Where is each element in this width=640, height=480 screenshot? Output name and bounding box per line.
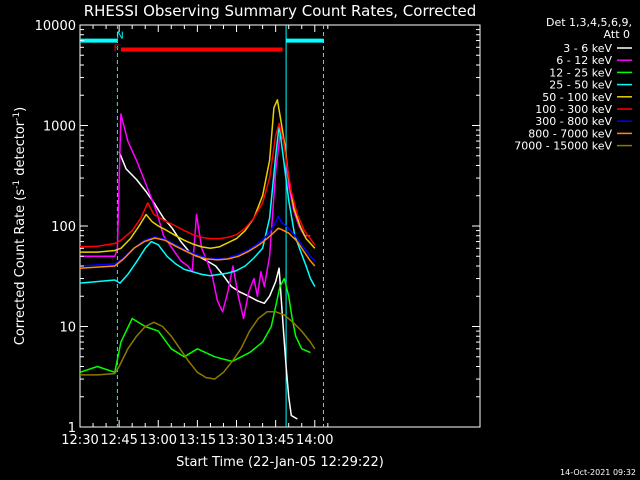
legend-label-3: 25 - 50 keV bbox=[549, 79, 612, 92]
legend-label-4: 50 - 100 keV bbox=[542, 91, 612, 104]
series-line-1 bbox=[80, 113, 311, 320]
legend-header-2: Att 0 bbox=[604, 28, 630, 41]
legend-label-8: 7000 - 15000 keV bbox=[514, 140, 612, 153]
x-tick-label-18: 14:00 bbox=[296, 433, 333, 448]
legend-label-6: 300 - 800 keV bbox=[535, 115, 612, 128]
legend-label-1: 6 - 12 keV bbox=[556, 54, 612, 67]
x-tick-label-12: 13:30 bbox=[218, 433, 255, 448]
x-tick-label-0: 12:30 bbox=[61, 433, 98, 448]
y-tick-label-0: 1 bbox=[68, 421, 76, 436]
status-flags: FN bbox=[114, 31, 124, 55]
legend-header-1: Det 1,3,4,5,6,9, bbox=[546, 16, 632, 29]
x-axis: 12:30 12:45 13:00 13:15 13:30 13:45 14:00 bbox=[61, 25, 334, 448]
legend-label-5: 100 - 300 keV bbox=[535, 103, 612, 116]
chart-title: RHESSI Observing Summary Count Rates, Co… bbox=[84, 2, 477, 20]
flag-N: N bbox=[116, 31, 123, 42]
status-bars bbox=[80, 38, 324, 52]
series-line-8 bbox=[80, 311, 316, 380]
y-tick-label-1: 10 bbox=[59, 321, 76, 336]
x-axis-label: Start Time (22-Jan-05 12:29:22) bbox=[176, 455, 384, 470]
legend-label-2: 12 - 25 keV bbox=[549, 66, 612, 79]
series-line-0 bbox=[118, 151, 298, 420]
series-line-5 bbox=[79, 122, 316, 248]
series-line-6 bbox=[79, 215, 316, 267]
series-line-3 bbox=[79, 124, 316, 287]
flag-F: F bbox=[114, 43, 120, 54]
footer-date: 14-Oct-2021 09:32 bbox=[560, 468, 636, 477]
y-tick-label-3: 1000 bbox=[43, 120, 76, 135]
x-tick-label-9: 13:15 bbox=[179, 433, 216, 448]
y-axis-label: Corrected Count Rate (s-1 detector-1) bbox=[12, 107, 28, 345]
y-tick-label-4: 10000 bbox=[35, 19, 76, 34]
y-tick-label-2: 100 bbox=[51, 220, 76, 235]
series-line-2 bbox=[79, 277, 311, 374]
series-line-7 bbox=[79, 227, 316, 269]
series-lines bbox=[79, 99, 316, 420]
x-tick-label-15: 13:45 bbox=[257, 433, 294, 448]
legend-label-0: 3 - 6 keV bbox=[563, 42, 612, 55]
y-axis: 1 10 100 1000 10000 bbox=[35, 19, 480, 436]
x-tick-label-3: 12:45 bbox=[100, 433, 137, 448]
legend-label-7: 800 - 7000 keV bbox=[528, 127, 612, 140]
x-tick-label-6: 13:00 bbox=[140, 433, 177, 448]
plot-area: FN bbox=[79, 24, 481, 428]
